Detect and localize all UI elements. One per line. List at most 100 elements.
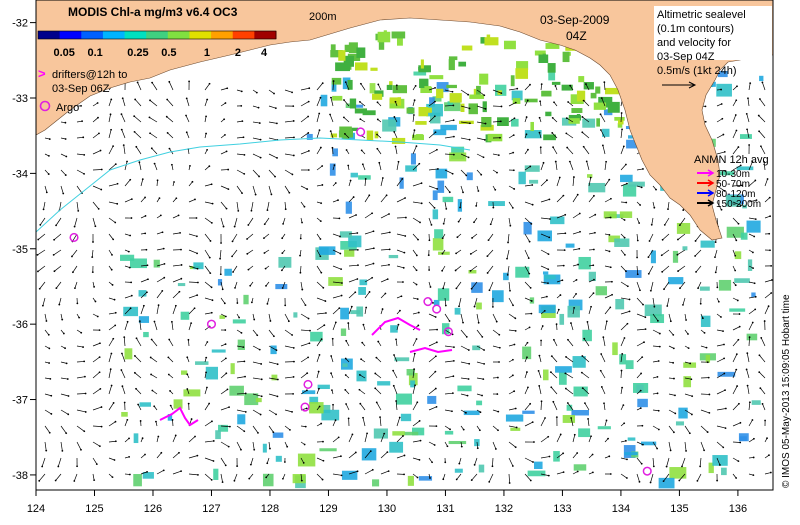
velocity-arrowhead — [746, 369, 748, 371]
velocity-arrowhead — [258, 107, 260, 109]
velocity-arrowhead — [99, 329, 101, 331]
velocity-arrowhead — [697, 287, 699, 289]
velocity-arrowhead — [642, 444, 644, 446]
chlorophyll-patch — [362, 448, 377, 460]
velocity-arrowhead — [224, 134, 226, 136]
velocity-arrowhead — [255, 194, 257, 196]
velocity-arrowhead — [746, 113, 748, 115]
velocity-arrowhead — [650, 482, 652, 484]
velocity-arrowhead — [516, 427, 518, 429]
velocity-arrowhead — [547, 436, 549, 438]
velocity-arrowhead — [492, 465, 494, 467]
chlorophyll-patch — [355, 62, 368, 70]
velocity-arrowhead — [609, 306, 611, 308]
velocity-arrowhead — [758, 371, 760, 373]
chlorophyll-patch — [178, 283, 185, 286]
velocity-arrowhead — [130, 307, 132, 309]
velocity-arrowhead — [453, 360, 455, 362]
velocity-arrowhead — [737, 460, 739, 462]
velocity-arrowhead — [277, 363, 279, 365]
velocity-arrowhead — [55, 287, 57, 289]
chlorophyll-patch — [356, 47, 365, 57]
velocity-arrowhead — [627, 285, 629, 287]
chlorophyll-patch — [224, 269, 232, 276]
velocity-arrowhead — [54, 270, 56, 272]
chlorophyll-patch — [455, 469, 463, 473]
velocity-arrowhead — [225, 465, 227, 467]
velocity-arrowhead — [673, 378, 675, 380]
velocity-arrowhead — [663, 288, 665, 290]
velocity-arrowhead — [762, 403, 764, 405]
chlorophyll-patch — [530, 122, 534, 131]
velocity-arrowhead — [185, 115, 187, 117]
velocity-arrowhead — [121, 129, 123, 131]
velocity-arrowhead — [171, 321, 173, 323]
velocity-arrowhead — [567, 101, 569, 103]
velocity-arrowhead — [658, 360, 660, 362]
velocity-arrowhead — [291, 334, 293, 336]
velocity-arrowhead — [758, 130, 760, 132]
velocity-arrowhead — [395, 338, 397, 340]
velocity-arrowhead — [120, 369, 122, 371]
velocity-arrowhead — [359, 374, 361, 376]
velocity-arrowhead — [48, 334, 50, 336]
velocity-arrowhead — [600, 129, 602, 131]
chlorophyll-patch — [415, 121, 426, 125]
velocity-arrowhead — [181, 264, 183, 266]
lon-tick-label: 133 — [553, 503, 571, 515]
velocity-arrowhead — [677, 239, 679, 241]
velocity-arrowhead — [499, 137, 501, 139]
velocity-arrowhead — [186, 388, 188, 390]
velocity-arrowhead — [583, 338, 585, 340]
velocity-arrowhead — [74, 287, 76, 289]
velocity-arrowhead — [321, 338, 323, 340]
chlorophyll-patch — [377, 381, 390, 385]
velocity-arrowhead — [490, 223, 492, 225]
velocity-arrowhead — [421, 182, 423, 184]
velocity-arrowhead — [590, 435, 592, 437]
velocity-arrowhead — [266, 303, 268, 305]
velocity-arrowhead — [245, 393, 247, 395]
velocity-arrowhead — [678, 480, 680, 482]
velocity-arrowhead — [101, 169, 103, 171]
velocity-arrowhead — [404, 455, 406, 457]
velocity-arrowhead — [319, 354, 321, 356]
velocity-arrowhead — [155, 421, 157, 423]
velocity-arrowhead — [677, 254, 679, 256]
velocity-arrowhead — [483, 94, 485, 96]
velocity-arrowhead — [735, 284, 737, 286]
velocity-arrowhead — [441, 270, 443, 272]
velocity-arrowhead — [211, 420, 213, 422]
velocity-arrowhead — [304, 206, 306, 208]
velocity-arrowhead — [645, 328, 647, 330]
velocity-arrowhead — [610, 198, 612, 200]
chlorophyll-patch — [390, 325, 398, 332]
velocity-arrowhead — [320, 147, 322, 149]
chlorophyll-patch — [578, 428, 590, 437]
velocity-arrowhead — [477, 447, 479, 449]
chlorophyll-patch — [449, 59, 455, 70]
velocity-arrowhead — [166, 116, 168, 118]
chlorophyll-patch — [480, 37, 485, 43]
velocity-arrowhead — [708, 412, 710, 414]
chlorophyll-patch — [673, 251, 678, 263]
velocity-arrowhead — [737, 339, 739, 341]
velocity-arrowhead — [509, 482, 511, 484]
lon-tick-label: 128 — [261, 503, 279, 515]
velocity-arrowhead — [308, 101, 310, 103]
velocity-arrowhead — [228, 446, 230, 448]
velocity-arrowhead — [655, 189, 657, 191]
chlorophyll-patch — [578, 76, 584, 82]
velocity-arrowhead — [477, 190, 479, 192]
velocity-arrowhead — [243, 360, 245, 362]
chlorophyll-patch — [449, 441, 467, 444]
velocity-arrowhead — [136, 337, 138, 339]
velocity-arrowhead — [228, 406, 230, 408]
velocity-arrowhead — [78, 317, 80, 319]
velocity-arrowhead — [65, 122, 67, 124]
velocity-arrowhead — [436, 149, 438, 151]
velocity-arrowhead — [600, 113, 602, 115]
velocity-arrowhead — [526, 133, 528, 135]
